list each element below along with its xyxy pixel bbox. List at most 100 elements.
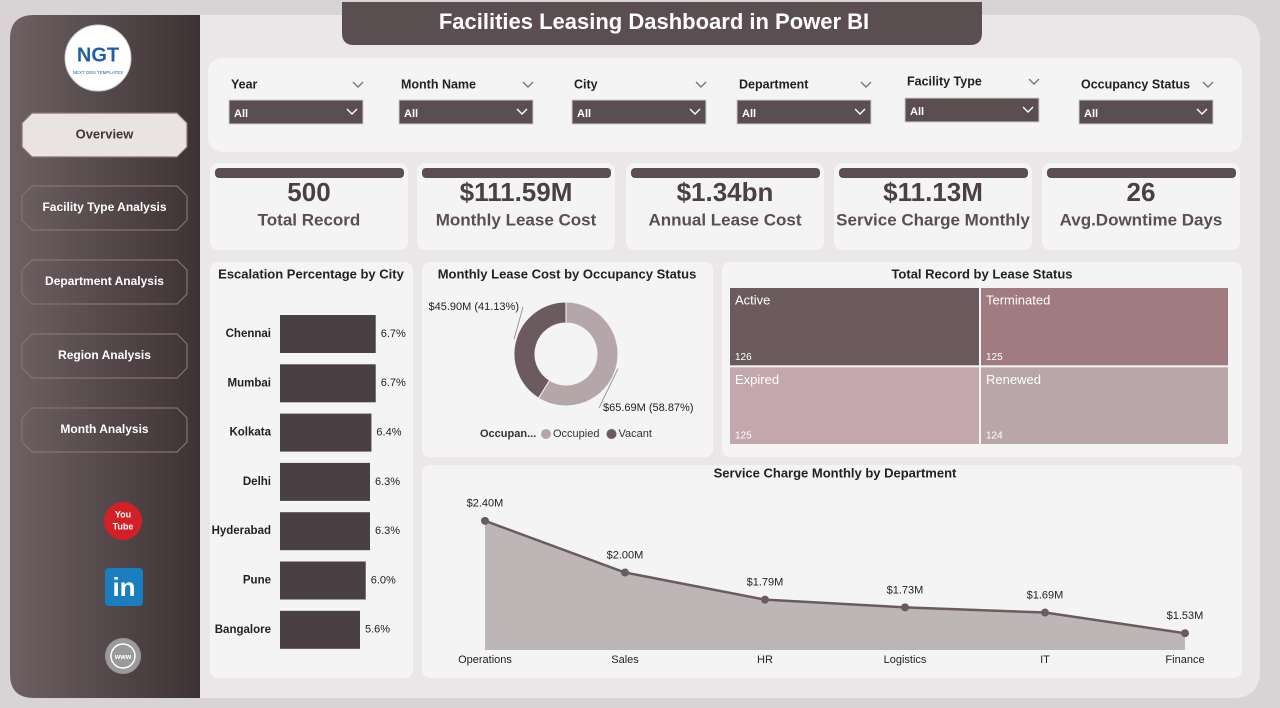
- kpi-bar: [631, 168, 820, 178]
- kpi-label: Service Charge Monthly: [836, 210, 1030, 229]
- chevron: [522, 81, 534, 88]
- nav-label: Department Analysis: [45, 274, 164, 288]
- filter-label: Facility Type: [907, 74, 982, 88]
- nav-button[interactable]: [21, 407, 188, 453]
- chevron: [1196, 108, 1208, 115]
- kpi-label: Avg.Downtime Days: [1060, 210, 1223, 229]
- kpi-value: $111.59M: [460, 177, 573, 207]
- data-label: $2.00M: [607, 549, 644, 561]
- x-tick-label: IT: [1040, 654, 1050, 666]
- leader-line: [513, 306, 524, 340]
- legend-title: Occupan...: [480, 428, 536, 440]
- kpi-label: Total Record: [258, 210, 361, 229]
- dropdown[interactable]: [904, 97, 1040, 123]
- kpi-bar: [215, 168, 404, 178]
- donut-slice: [513, 301, 567, 399]
- treemap-cell: [981, 367, 1228, 444]
- data-label: $2.40M: [467, 498, 504, 510]
- data-label: 6.3%: [375, 525, 400, 537]
- point: [481, 516, 489, 525]
- cell-label: Active: [735, 292, 770, 307]
- linkedin-text: in: [112, 572, 135, 602]
- dropdown-value: All: [1084, 108, 1098, 120]
- x-tick-label: Finance: [1165, 654, 1204, 666]
- kpi-card: [834, 163, 1032, 250]
- dropdown[interactable]: [736, 99, 872, 125]
- kpi-label: Monthly Lease Cost: [436, 210, 597, 229]
- kpi-label: Annual Lease Cost: [648, 210, 801, 229]
- logo-subtext: NEXT GEN TEMPLATES: [73, 70, 124, 75]
- data-label: $1.69M: [1027, 589, 1064, 601]
- nav-button[interactable]: [21, 112, 188, 158]
- kpi-value: $1.34bn: [677, 177, 774, 207]
- data-label: $1.73M: [887, 584, 924, 596]
- data-label: 5.6%: [365, 624, 390, 636]
- dropdown-value: All: [234, 108, 248, 120]
- kpi-card: [1042, 163, 1240, 250]
- kpi-value: $11.13M: [883, 177, 983, 207]
- chevron: [516, 108, 528, 115]
- kpi-bar: [1047, 168, 1236, 178]
- x-tick-label: HR: [757, 654, 773, 666]
- data-label: $45.90M (41.13%): [429, 301, 520, 313]
- chevron: [695, 81, 707, 88]
- treemap-cell: [730, 288, 979, 366]
- data-label: $65.69M (58.87%): [603, 402, 694, 414]
- cell-value: 126: [735, 352, 752, 363]
- panel: [422, 262, 713, 457]
- dropdown[interactable]: [1078, 99, 1214, 125]
- linkedin-icon[interactable]: [105, 568, 143, 606]
- x-tick-label: Sales: [611, 654, 639, 666]
- data-label: $1.79M: [747, 577, 784, 589]
- title-banner: [342, 2, 982, 45]
- youtube-icon[interactable]: [104, 502, 142, 540]
- data-label: 6.7%: [381, 377, 406, 389]
- chevron: [860, 81, 872, 88]
- bar: [280, 315, 376, 353]
- kpi-card: [210, 163, 408, 250]
- category-label: Hyderabad: [212, 525, 271, 537]
- chart-title: Service Charge Monthly by Department: [714, 465, 957, 480]
- category-label: Delhi: [243, 476, 271, 488]
- nav-button[interactable]: [21, 185, 188, 231]
- bar: [280, 364, 376, 403]
- nav-button[interactable]: [21, 259, 188, 305]
- point: [621, 568, 629, 577]
- bar: [280, 413, 372, 452]
- dropdown-value: All: [910, 106, 924, 118]
- dropdown-value: All: [577, 108, 591, 120]
- nav-label: Overview: [76, 126, 135, 141]
- kpi-bar: [839, 168, 1028, 178]
- logo-text: NGT: [77, 44, 119, 66]
- filter-label: Occupancy Status: [1081, 77, 1190, 91]
- filter-label: Month Name: [401, 77, 476, 91]
- cell-value: 125: [986, 352, 1003, 363]
- category-label: Pune: [243, 575, 271, 587]
- nav-button[interactable]: [21, 333, 188, 379]
- dropdown[interactable]: [228, 99, 364, 125]
- treemap-cell: [980, 288, 1228, 366]
- filter-label: City: [574, 77, 598, 91]
- chevron: [352, 81, 364, 88]
- chevron: [854, 108, 866, 115]
- chevron: [689, 108, 701, 115]
- kpi-card: [626, 163, 824, 250]
- dropdown[interactable]: [571, 99, 707, 125]
- dropdown[interactable]: [398, 99, 534, 125]
- logo: [64, 24, 132, 92]
- filter-label: Year: [231, 77, 258, 91]
- cell-label: Renewed: [986, 372, 1041, 387]
- category-label: Bangalore: [215, 624, 271, 636]
- kpi-card: [417, 163, 615, 250]
- cell-value: 124: [986, 431, 1003, 442]
- chart-title: Total Record by Lease Status: [891, 266, 1072, 281]
- youtube-text: Tube: [113, 521, 134, 531]
- youtube-text: You: [115, 509, 131, 519]
- nav-label: Month Analysis: [60, 422, 149, 436]
- kpi-value: 26: [1127, 177, 1156, 207]
- data-label: 6.4%: [376, 427, 401, 439]
- web-globe: [110, 643, 136, 669]
- legend-label: Vacant: [618, 428, 651, 440]
- data-label: 6.0%: [371, 574, 396, 586]
